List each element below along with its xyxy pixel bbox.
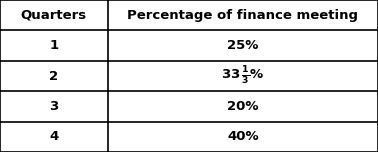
Text: 2: 2	[49, 69, 59, 83]
Text: 3: 3	[49, 100, 59, 113]
Text: 25%: 25%	[227, 39, 259, 52]
Text: Quarters: Quarters	[21, 9, 87, 22]
Text: 20%: 20%	[227, 100, 259, 113]
Text: Percentage of finance meeting: Percentage of finance meeting	[127, 9, 358, 22]
Text: 4: 4	[49, 130, 59, 143]
Text: 1: 1	[49, 39, 59, 52]
Text: 40%: 40%	[227, 130, 259, 143]
Text: $\mathbf{33\,\frac{1}{3}}$%: $\mathbf{33\,\frac{1}{3}}$%	[221, 65, 265, 87]
